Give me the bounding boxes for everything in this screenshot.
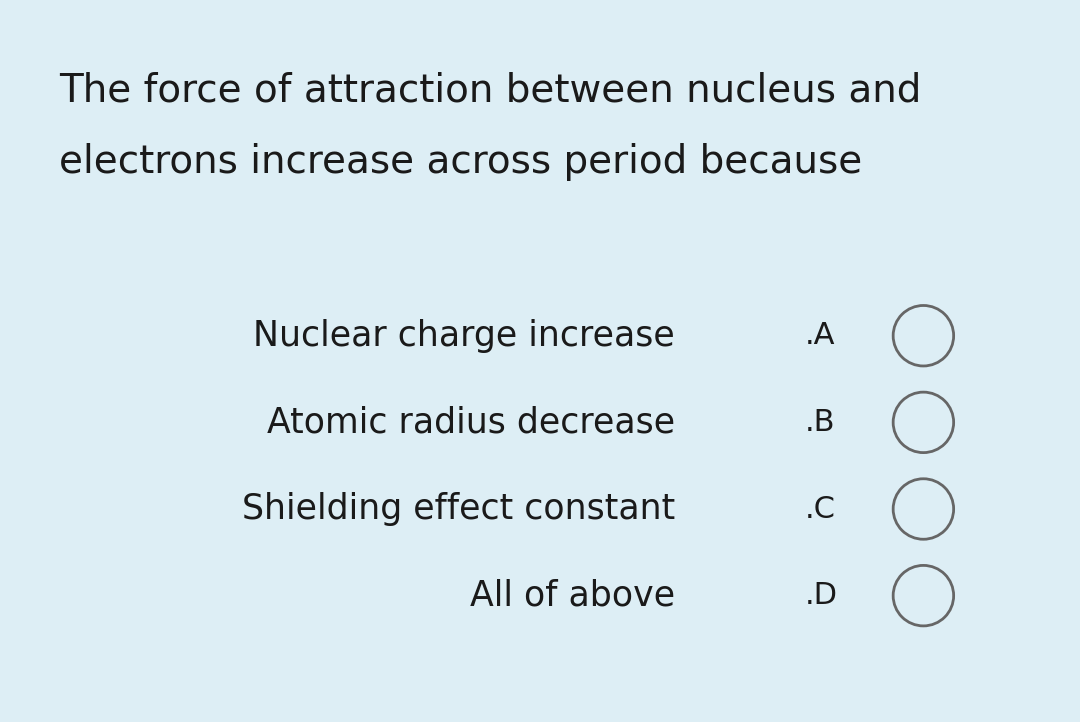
Text: .D: .D	[805, 581, 838, 610]
Text: The force of attraction between nucleus and: The force of attraction between nucleus …	[59, 71, 921, 109]
Text: electrons increase across period because: electrons increase across period because	[59, 144, 863, 181]
Text: Atomic radius decrease: Atomic radius decrease	[267, 405, 675, 440]
Text: .A: .A	[805, 321, 835, 350]
Text: .C: .C	[805, 495, 836, 523]
Text: All of above: All of above	[470, 578, 675, 613]
Text: Nuclear charge increase: Nuclear charge increase	[253, 318, 675, 353]
Text: .B: .B	[805, 408, 835, 437]
Text: Shielding effect constant: Shielding effect constant	[242, 492, 675, 526]
